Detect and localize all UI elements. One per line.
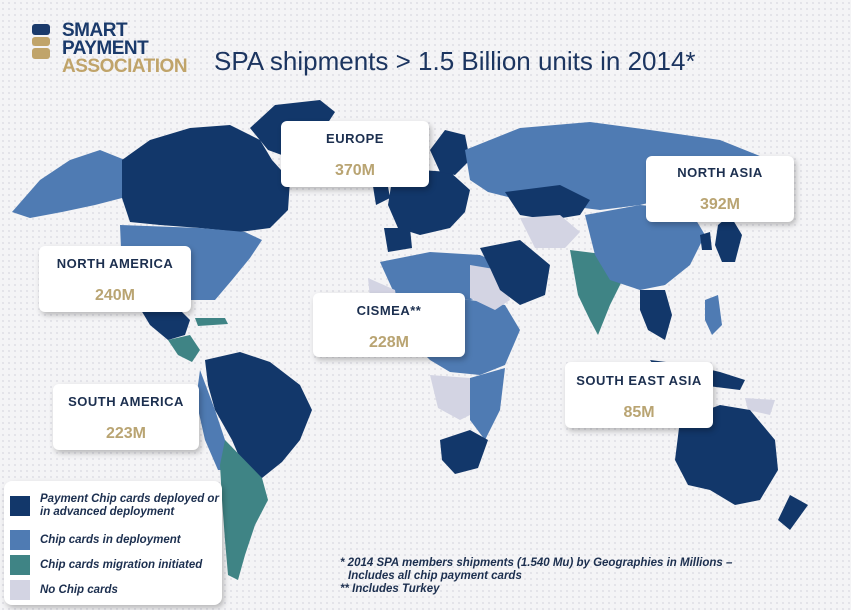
region-shape-central-asia-none (520, 215, 580, 248)
region-callout-europe: EUROPE 370M (281, 121, 429, 187)
region-shape-southern-africa (470, 368, 505, 440)
region-shape-south-america-north (205, 352, 312, 478)
region-shape-caribbean (195, 318, 228, 326)
region-name: CISMEA** (356, 303, 422, 318)
legend-swatch (10, 555, 30, 575)
region-shape-andes (196, 370, 230, 470)
legend-item-deployment: Chip cards in deployment (10, 530, 220, 550)
region-shape-png (745, 398, 775, 415)
region-name: SOUTH EAST ASIA (576, 373, 702, 388)
region-shape-alaska (12, 150, 125, 218)
region-name: NORTH ASIA (677, 165, 763, 180)
region-shape-korea (700, 232, 712, 250)
footnote-line-1: * 2014 SPA members shipments (1.540 Mu) … (340, 557, 733, 569)
region-value: 370M (334, 162, 376, 179)
region-callout-north-america: NORTH AMERICA 240M (39, 246, 191, 312)
region-value: 228M (368, 334, 410, 351)
region-name: NORTH AMERICA (56, 256, 174, 271)
legend-swatch (10, 580, 30, 600)
region-shape-southern-africa-none (430, 375, 480, 420)
footnote-line-2: Includes all chip payment cards (348, 570, 522, 582)
region-name: SOUTH AMERICA (68, 394, 184, 409)
footnote: * 2014 SPA members shipments (1.540 Mu) … (340, 557, 732, 596)
map-legend: Payment Chip cards deployed or in advanc… (4, 481, 222, 605)
region-shape-australia (675, 405, 778, 505)
legend-label: Payment Chip cards deployed or in advanc… (40, 493, 219, 518)
legend-item-advanced: Payment Chip cards deployed or in advanc… (10, 493, 220, 519)
region-shape-philippines (705, 295, 722, 335)
logo-text-payment: PAYMENT (62, 38, 149, 59)
legend-label: Chip cards migration initiated (40, 558, 203, 571)
region-shape-new-zealand (778, 495, 808, 530)
footnote-line-3: ** Includes Turkey (340, 583, 440, 595)
region-callout-north-asia: NORTH ASIA 392M (646, 156, 794, 222)
legend-item-migration: Chip cards migration initiated (10, 555, 220, 575)
region-shape-argentina-chile (220, 440, 268, 580)
logo-mark-icon (32, 24, 50, 59)
region-name: EUROPE (326, 131, 384, 146)
region-shape-china (585, 205, 705, 290)
region-value: 85M (623, 404, 655, 421)
legend-swatch (10, 530, 30, 550)
legend-label: No Chip cards (40, 583, 118, 596)
region-shape-south-africa (440, 430, 488, 474)
region-value: 392M (699, 196, 741, 213)
region-callout-south-east-asia: SOUTH EAST ASIA 85M (565, 362, 713, 428)
logo-text-smart: SMART (62, 20, 128, 41)
region-shape-middle-east (480, 240, 550, 305)
region-shape-canada (122, 125, 290, 232)
region-shape-iberia (384, 228, 412, 252)
region-shape-kazakhstan (505, 185, 590, 220)
region-value: 223M (105, 425, 147, 442)
region-shape-japan (715, 215, 742, 262)
legend-label: Chip cards in deployment (40, 533, 181, 546)
logo-text-association: ASSOCIATION (62, 56, 188, 77)
smart-payment-association-logo: SMART PAYMENT ASSOCIATION (30, 18, 200, 78)
region-callout-cismea: CISMEA** 228M (313, 293, 465, 357)
legend-item-none: No Chip cards (10, 580, 220, 600)
region-shape-indochina (640, 290, 672, 340)
page-title: SPA shipments > 1.5 Billion units in 201… (214, 46, 696, 76)
region-shape-scandinavia (430, 130, 470, 175)
region-shape-central-america (168, 335, 200, 362)
region-callout-south-america: SOUTH AMERICA 223M (53, 384, 199, 450)
legend-swatch (10, 496, 30, 516)
region-value: 240M (94, 287, 136, 304)
